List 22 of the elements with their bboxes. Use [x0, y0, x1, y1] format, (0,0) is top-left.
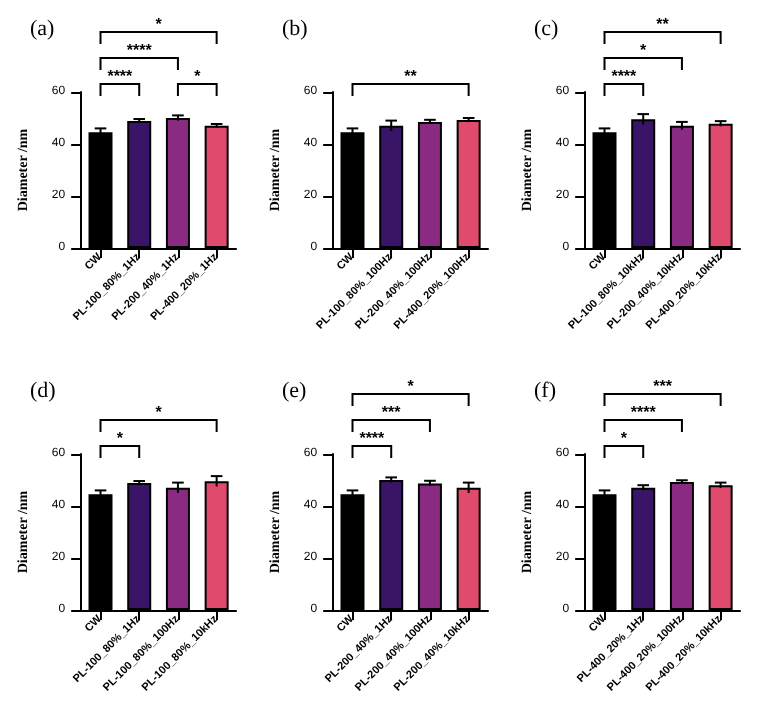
chart-title: (f) — [534, 379, 557, 403]
chart-title: (b) — [282, 17, 309, 41]
text: * — [116, 429, 125, 447]
chart-title: (d) — [30, 379, 57, 403]
chart-title: (e) — [282, 379, 308, 403]
text: **** — [611, 67, 639, 85]
text: **** — [359, 429, 387, 447]
text: *** — [381, 403, 403, 421]
text: ** — [656, 15, 671, 33]
text: * — [194, 67, 203, 85]
text: *** — [653, 377, 674, 395]
text: * — [155, 403, 164, 421]
text: * — [407, 377, 416, 395]
text: **** — [107, 67, 135, 85]
text: * — [155, 15, 164, 33]
text: ** — [404, 67, 419, 85]
text: * — [620, 429, 629, 447]
text: **** — [126, 41, 154, 59]
text: **** — [630, 403, 658, 421]
chart-title: (a) — [30, 17, 56, 41]
text: * — [640, 41, 649, 59]
chart-title: (c) — [534, 17, 560, 41]
